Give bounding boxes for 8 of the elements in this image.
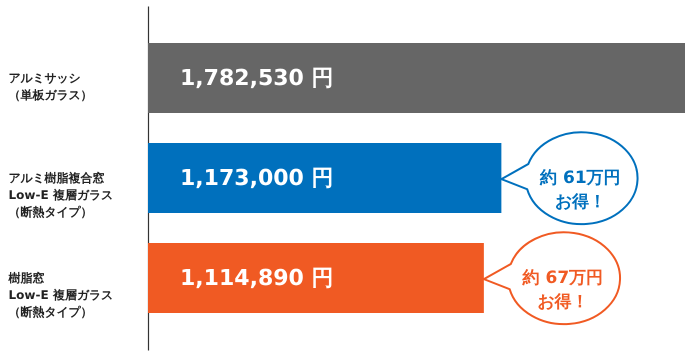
data-label: 1,114,890 円 [180, 266, 334, 291]
annotation: 約 67万円お得！ [522, 268, 604, 312]
y-tick-label: アルミ樹脂複合窓Low-E 複層ガラス（断熱タイプ） [8, 171, 113, 219]
y-tick-label: アルミサッシ（単板ガラス） [8, 71, 92, 102]
data-label: 1,173,000 円 [180, 166, 334, 191]
annotation: 約 61万円お得！ [539, 168, 621, 212]
y-tick-label: 樹脂窓Low-E 複層ガラス（断熱タイプ） [8, 271, 113, 319]
data-label: 1,782,530 円 [180, 66, 334, 91]
